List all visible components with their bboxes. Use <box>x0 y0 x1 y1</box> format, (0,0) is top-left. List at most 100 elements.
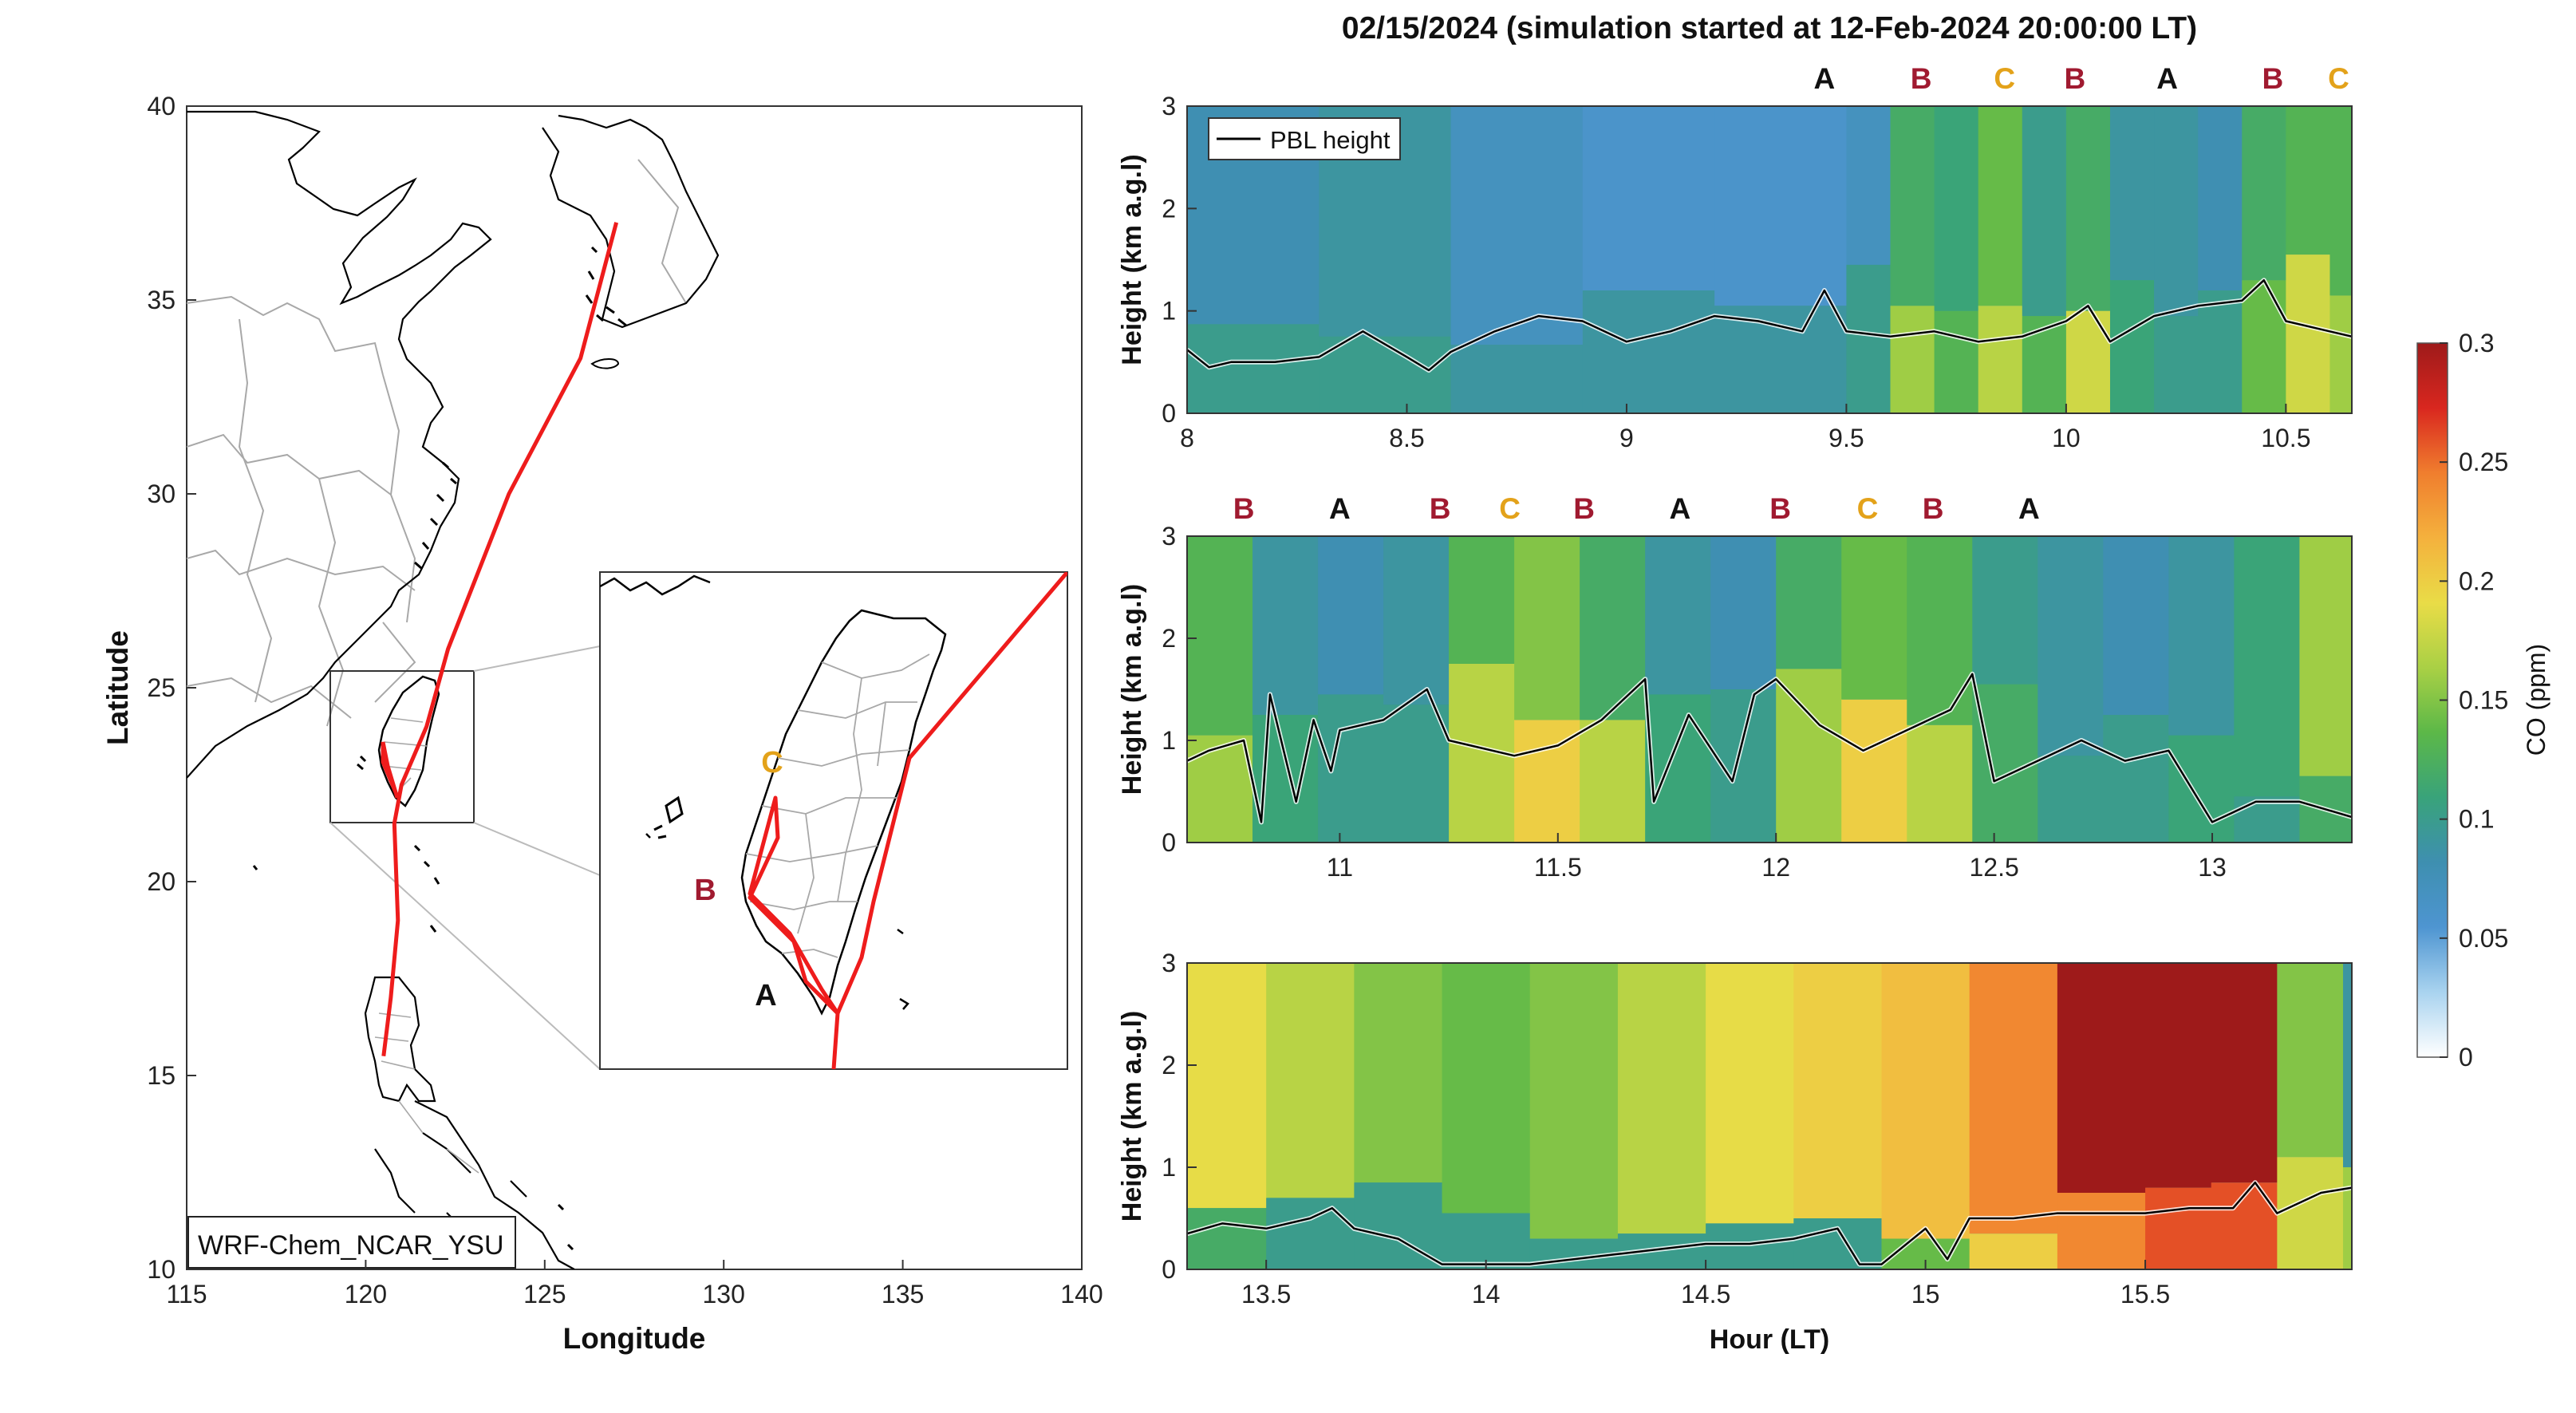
co-column-aloft <box>1972 536 2039 685</box>
pbl-line <box>1187 278 2352 372</box>
map-x-tick-label: 125 <box>523 1280 566 1308</box>
x-tick-label: 13.5 <box>1241 1280 1291 1308</box>
co-column-aloft <box>1514 536 1581 720</box>
co-column-aloft <box>1450 106 1584 345</box>
map-y-tick-label: 40 <box>147 92 176 120</box>
colorbar-tick-label: 0.25 <box>2459 448 2508 476</box>
map-y-tick-label: 25 <box>147 673 176 702</box>
x-tick-label: 10.5 <box>2261 424 2310 452</box>
flight-track <box>381 222 619 1057</box>
co-column-surface <box>1890 306 1935 413</box>
panel-frame <box>1186 105 2353 414</box>
co-column-aloft <box>2299 536 2352 776</box>
co-column-aloft <box>1187 536 1254 736</box>
co-column-aloft <box>1252 536 1320 715</box>
co-column-aloft <box>1187 963 1268 1209</box>
luzon-coastline <box>364 976 436 1103</box>
map-y-axis-label: Latitude <box>101 630 134 745</box>
map-x-tick-label: 135 <box>882 1280 924 1308</box>
luzon-provinces <box>374 1012 479 1174</box>
co-column-surface <box>1841 699 1908 843</box>
colorbar-tick-label: 0.1 <box>2459 805 2494 834</box>
co-column-surface <box>2103 715 2170 843</box>
co-column-surface <box>1187 735 1254 843</box>
map-x-tick-label: 130 <box>703 1280 745 1308</box>
inset-label-C: C <box>761 746 783 780</box>
luzon-strait-islands <box>252 844 574 1251</box>
co-column-aloft <box>1383 536 1450 705</box>
x-tick-label: 14 <box>1472 1280 1501 1308</box>
co-column-aloft <box>2168 536 2235 736</box>
taiwan-inset: C B A <box>599 571 1068 1070</box>
co-column-surface <box>2242 280 2287 413</box>
x-tick-label: 15 <box>1911 1280 1940 1308</box>
map-x-tick-label: 115 <box>166 1280 207 1308</box>
co-column-aloft <box>1582 106 1716 290</box>
segment-label-C: C <box>2328 62 2349 95</box>
map-x-tick-label: 140 <box>1060 1280 1103 1308</box>
co-column-surface <box>2154 316 2199 413</box>
co-column-aloft <box>2211 963 2278 1183</box>
hour-axis-label: Hour (LT) <box>1710 1324 1829 1355</box>
co-column-aloft <box>1580 536 1647 720</box>
x-tick-label: 9 <box>1619 424 1634 452</box>
map-y-ticks: 10 15 20 25 30 35 40 <box>147 92 196 1284</box>
map-x-tick-label: 120 <box>345 1280 387 1308</box>
co-column-surface <box>1319 336 1452 413</box>
inset-connector-bottom <box>329 822 601 1070</box>
segment-label-B: B <box>2065 62 2086 95</box>
co-column-surface <box>1714 306 1848 413</box>
y-tick-label: 2 <box>1162 194 1176 223</box>
segment-label-B: B <box>1430 492 1451 525</box>
korea-coastline <box>542 114 720 329</box>
co-column-aloft <box>2038 536 2105 756</box>
co-column-aloft <box>1978 106 2023 306</box>
inset-label-B: B <box>694 874 716 907</box>
co-column-aloft <box>2065 106 2111 311</box>
y-axis-label: Height (km a.g.l) <box>1117 154 1147 365</box>
co-column-aloft <box>1907 536 1974 725</box>
islands-west-korea <box>585 246 627 327</box>
colorbar-tick-label: 0.05 <box>2459 924 2508 953</box>
inset-label-A: A <box>755 979 776 1012</box>
panel-frame <box>1186 962 2353 1270</box>
x-tick-label: 10 <box>2052 424 2081 452</box>
inset-connector-top <box>473 645 601 672</box>
co-colorbar: 0 0.05 0.1 0.15 0.2 0.25 0.3 CO (ppm) <box>2416 329 2550 1072</box>
y-tick-label: 1 <box>1162 1153 1176 1182</box>
co-column-aloft <box>1714 106 1848 306</box>
co-column-surface <box>1793 1218 1883 1269</box>
inset-china-coast <box>600 574 711 596</box>
co-column-aloft <box>1890 106 1935 306</box>
segment-label-C: C <box>1499 492 1521 525</box>
x-tick-label: 15.5 <box>2120 1280 2170 1308</box>
co-column-aloft <box>1354 963 1443 1183</box>
y-tick-label: 0 <box>1162 1255 1176 1284</box>
co-column-aloft <box>1442 963 1531 1214</box>
co-column-surface <box>2038 756 2105 843</box>
co-column-surface <box>2342 1167 2352 1269</box>
mainland-coastline <box>187 110 492 779</box>
taiwan-counties <box>382 717 428 791</box>
segment-label-A: A <box>2018 492 2040 525</box>
inset-penghu <box>653 795 684 839</box>
co-column-aloft <box>2286 106 2331 255</box>
curtain-panel-3: 13.5 14 14.5 15 15.5 0 1 2 3 Height (km a.g.l) <box>1117 949 2353 1308</box>
y-tick-label: 0 <box>1162 828 1176 857</box>
co-column-surface <box>1846 264 1892 413</box>
y-tick-label: 3 <box>1162 522 1176 551</box>
inset-track-main <box>831 572 1067 1069</box>
segment-label-A: A <box>1670 492 1691 525</box>
colorbar-ticks: 0 0.05 0.1 0.15 0.2 0.25 0.3 <box>2440 329 2508 1072</box>
co-column-aloft <box>1710 536 1777 689</box>
co-column-surface <box>1645 694 1712 843</box>
y-axis-label: Height (km a.g.l) <box>1117 584 1147 795</box>
colorbar-tick-label: 0.15 <box>2459 686 2508 715</box>
map-y-tick-label: 10 <box>147 1255 176 1284</box>
co-column-aloft <box>1841 536 1908 700</box>
y-tick-label: 1 <box>1162 297 1176 326</box>
co-column-aloft <box>2329 106 2352 296</box>
co-column-surface <box>1969 1233 2058 1269</box>
inset-track-loop <box>748 795 840 1015</box>
